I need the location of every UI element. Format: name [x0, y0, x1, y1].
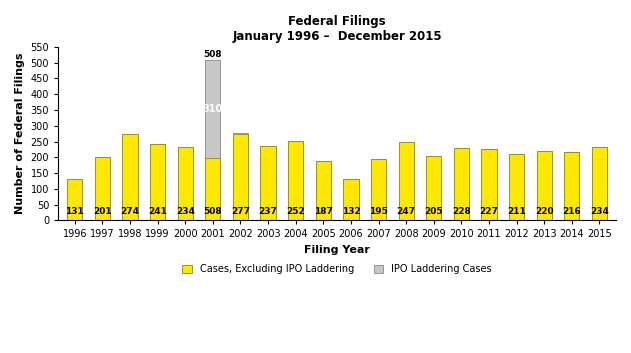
Bar: [399, 143, 414, 220]
Bar: [122, 134, 138, 220]
Text: 195: 195: [369, 207, 388, 216]
Bar: [205, 60, 220, 158]
Text: 201: 201: [93, 207, 112, 216]
Text: 131: 131: [66, 207, 84, 216]
Bar: [564, 152, 579, 220]
Text: 234: 234: [590, 207, 609, 216]
Text: 241: 241: [148, 207, 167, 216]
Bar: [371, 159, 386, 220]
Bar: [150, 144, 165, 220]
Text: 132: 132: [341, 207, 360, 216]
Bar: [288, 141, 304, 220]
Text: 227: 227: [480, 207, 498, 216]
Text: 277: 277: [231, 207, 250, 216]
Y-axis label: Number of Federal Filings: Number of Federal Filings: [15, 53, 25, 214]
Bar: [261, 145, 276, 220]
Text: 228: 228: [452, 207, 471, 216]
Bar: [95, 157, 110, 220]
Text: 211: 211: [507, 207, 526, 216]
X-axis label: Filing Year: Filing Year: [304, 245, 370, 255]
Text: 205: 205: [425, 207, 443, 216]
Title: Federal Filings
January 1996 –  December 2015: Federal Filings January 1996 – December …: [232, 15, 442, 43]
Bar: [481, 149, 497, 220]
Bar: [426, 156, 441, 220]
Text: 310: 310: [203, 104, 223, 114]
Bar: [592, 146, 607, 220]
Bar: [67, 179, 83, 220]
Text: 237: 237: [259, 207, 278, 216]
Bar: [509, 154, 524, 220]
Text: 234: 234: [176, 207, 195, 216]
Bar: [454, 148, 469, 220]
Text: 187: 187: [314, 207, 333, 216]
Text: 220: 220: [535, 207, 553, 216]
Bar: [233, 134, 248, 220]
Bar: [233, 133, 248, 134]
Text: 508: 508: [204, 50, 222, 59]
Bar: [536, 151, 551, 220]
Bar: [316, 161, 331, 220]
Text: 252: 252: [286, 207, 305, 216]
Bar: [205, 158, 220, 220]
Text: 274: 274: [121, 207, 139, 216]
Text: 508: 508: [204, 207, 222, 216]
Legend: Cases, Excluding IPO Laddering, IPO Laddering Cases: Cases, Excluding IPO Laddering, IPO Ladd…: [179, 260, 496, 278]
Text: 247: 247: [397, 207, 416, 216]
Bar: [178, 146, 193, 220]
Text: 216: 216: [562, 207, 581, 216]
Bar: [343, 179, 358, 220]
